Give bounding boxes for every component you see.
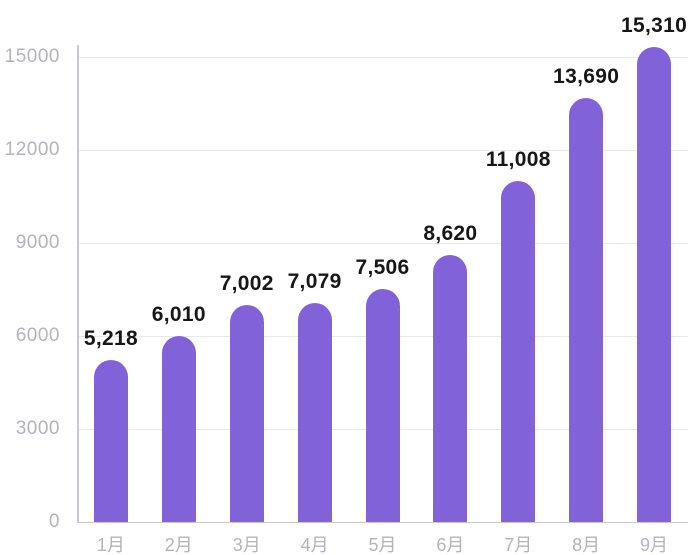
- bar: [229, 304, 264, 522]
- bar-value-label: 7,002: [219, 271, 274, 295]
- gridline: [77, 149, 688, 151]
- bar-value-label: 5,218: [83, 327, 138, 351]
- y-tick-label: 6000: [15, 325, 60, 346]
- gridline: [77, 56, 688, 58]
- bar: [365, 289, 400, 522]
- bar-value-label: 11,008: [485, 147, 551, 171]
- x-tick-label: 3月: [232, 535, 261, 555]
- bar-value-label: 7,506: [355, 256, 410, 280]
- y-tick-label: 9000: [15, 232, 60, 253]
- y-tick-label: 0: [48, 511, 60, 532]
- x-tick-label: 4月: [300, 535, 329, 555]
- bar-value-label: 6,010: [151, 302, 206, 326]
- bar: [433, 254, 468, 522]
- x-tick-label: 2月: [164, 535, 193, 555]
- bar-value-label: 13,690: [553, 64, 620, 88]
- y-tick-label: 3000: [15, 418, 60, 439]
- bar: [297, 302, 332, 522]
- x-tick-label: 7月: [504, 535, 533, 555]
- y-axis-line: [77, 45, 79, 522]
- bar: [501, 180, 536, 522]
- bar-value-label: 15,310: [621, 14, 688, 38]
- bar-value-label: 8,620: [423, 221, 478, 245]
- x-tick-label: 6月: [436, 535, 465, 555]
- gridline: [77, 242, 688, 244]
- bar-value-label: 7,079: [287, 269, 342, 293]
- x-tick-label: 5月: [368, 535, 397, 555]
- x-tick-label: 8月: [572, 535, 601, 555]
- y-tick-label: 12000: [4, 139, 60, 160]
- bar: [637, 47, 672, 522]
- bar: [569, 97, 604, 522]
- x-tick-label: 9月: [640, 535, 669, 555]
- x-axis-line: [77, 521, 688, 523]
- x-tick-label: 1月: [96, 535, 125, 555]
- bar: [161, 335, 196, 522]
- bar: [93, 360, 128, 522]
- y-tick-label: 15000: [4, 46, 60, 67]
